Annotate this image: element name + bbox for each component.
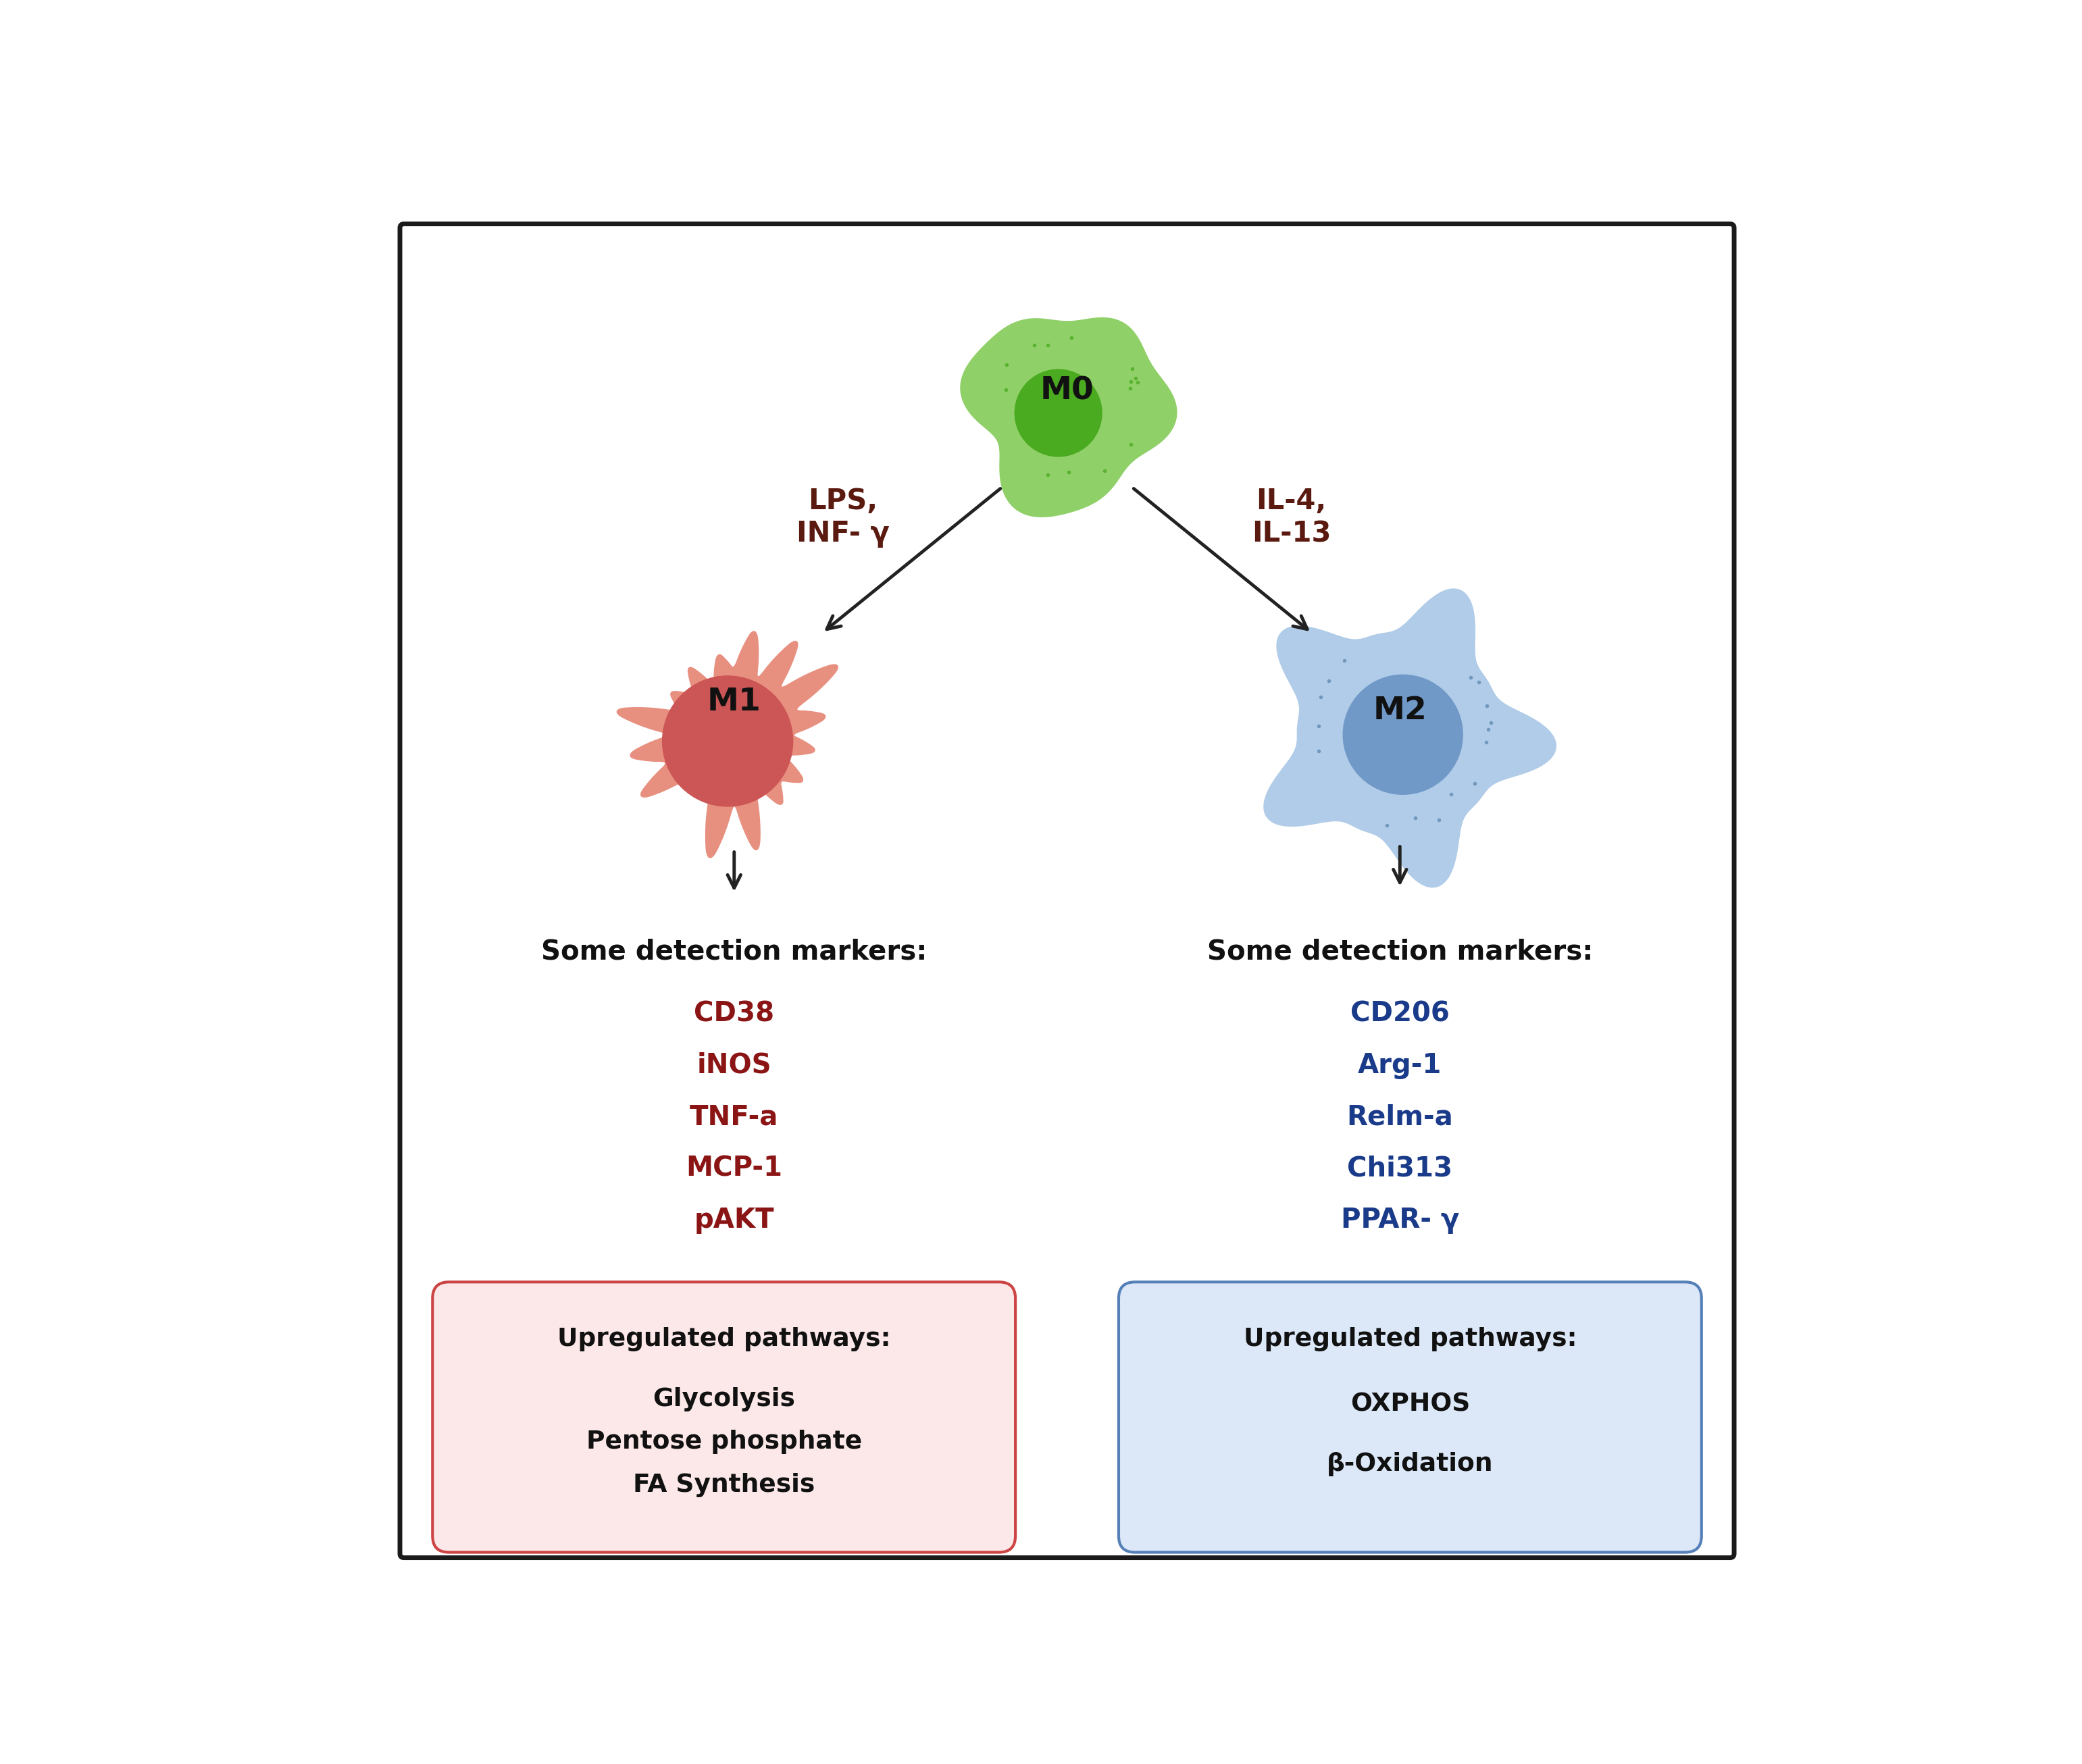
Text: FA Synthesis: FA Synthesis (633, 1473, 814, 1498)
Text: CD38: CD38 (693, 1000, 775, 1027)
Text: MCP-1: MCP-1 (685, 1155, 783, 1182)
Text: Arg-1: Arg-1 (1357, 1051, 1443, 1080)
Text: M1: M1 (708, 686, 762, 718)
Text: β-Oxidation: β-Oxidation (1326, 1452, 1493, 1476)
Text: LPS,
INF- γ: LPS, INF- γ (795, 487, 889, 549)
FancyBboxPatch shape (400, 224, 1734, 1558)
Text: Glycolysis: Glycolysis (654, 1387, 795, 1411)
Text: M0: M0 (1041, 376, 1093, 406)
Polygon shape (1264, 589, 1555, 887)
Circle shape (1014, 369, 1101, 457)
Text: OXPHOS: OXPHOS (1349, 1392, 1470, 1416)
Text: PPAR- γ: PPAR- γ (1341, 1207, 1459, 1233)
Text: IL-4,
IL-13: IL-4, IL-13 (1251, 487, 1330, 549)
Text: Upregulated pathways:: Upregulated pathways: (1243, 1327, 1576, 1351)
Polygon shape (960, 318, 1176, 517)
Text: TNF-a: TNF-a (689, 1104, 779, 1131)
Text: iNOS: iNOS (697, 1051, 772, 1080)
Text: Pentose phosphate: Pentose phosphate (585, 1431, 862, 1454)
Circle shape (1343, 676, 1464, 794)
FancyBboxPatch shape (1118, 1282, 1701, 1552)
Text: Upregulated pathways:: Upregulated pathways: (558, 1327, 891, 1351)
Text: Chi313: Chi313 (1347, 1155, 1453, 1182)
Text: CD206: CD206 (1351, 1000, 1449, 1027)
Text: M2: M2 (1372, 695, 1426, 727)
Circle shape (662, 676, 793, 806)
Text: Some detection markers:: Some detection markers: (1208, 938, 1593, 965)
Polygon shape (616, 632, 837, 857)
Text: pAKT: pAKT (693, 1207, 775, 1233)
Text: Relm-a: Relm-a (1347, 1104, 1453, 1131)
Text: Some detection markers:: Some detection markers: (541, 938, 926, 965)
FancyBboxPatch shape (433, 1282, 1016, 1552)
